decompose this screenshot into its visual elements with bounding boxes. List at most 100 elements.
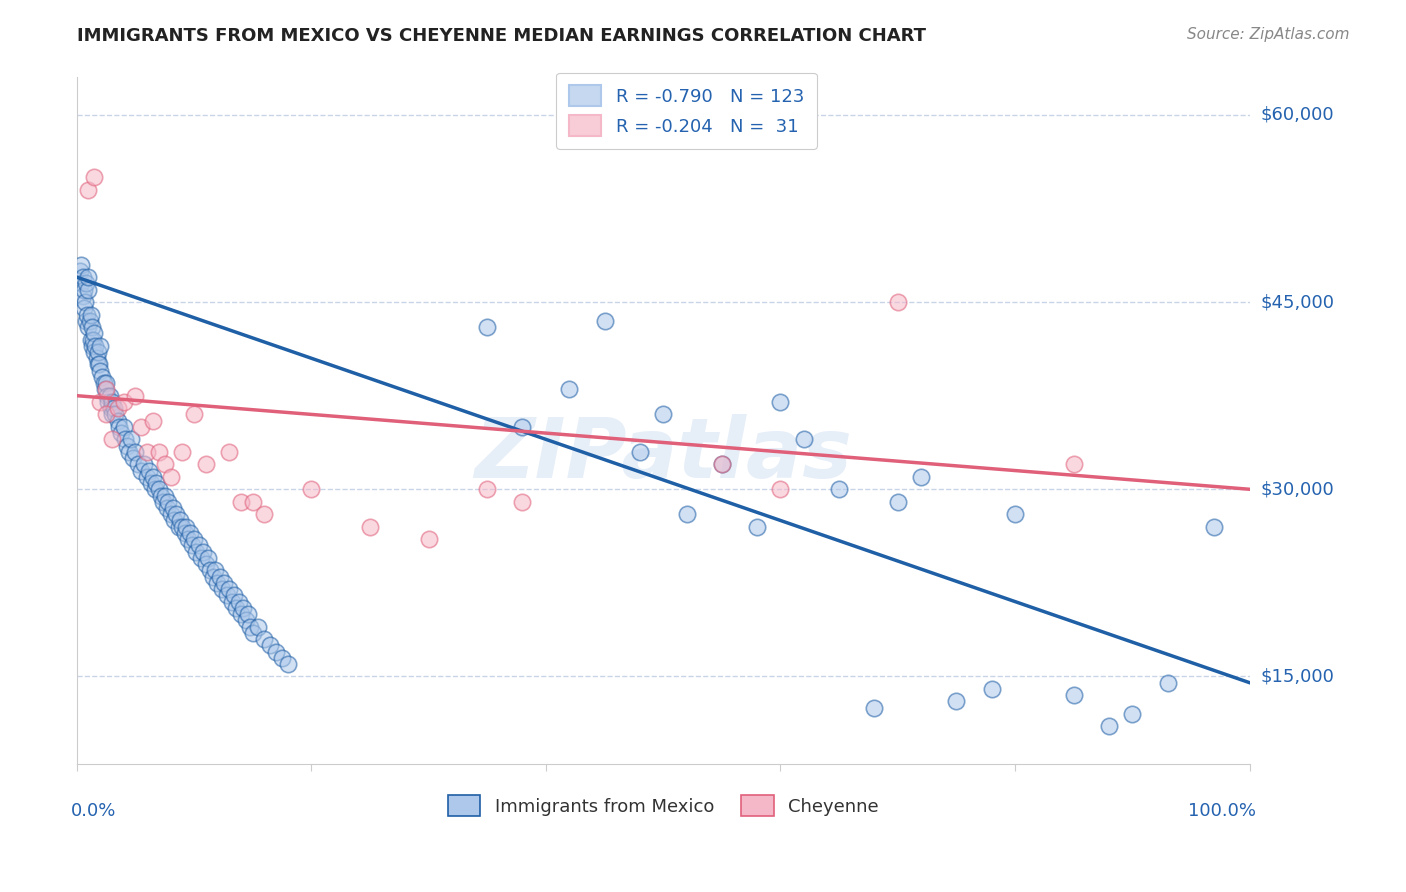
Point — [136, 470, 159, 484]
Point — [107, 401, 129, 416]
Point — [173, 525, 195, 540]
Point — [139, 476, 162, 491]
Point — [87, 345, 110, 359]
Point — [108, 420, 131, 434]
Point — [148, 445, 170, 459]
Point — [1098, 719, 1121, 733]
Point — [136, 445, 159, 459]
Point — [94, 383, 117, 397]
Point — [945, 694, 967, 708]
Point — [172, 519, 194, 533]
Point — [89, 364, 111, 378]
Point — [235, 613, 257, 627]
Point — [127, 458, 149, 472]
Point — [221, 594, 243, 608]
Point — [1004, 507, 1026, 521]
Point — [477, 320, 499, 334]
Point — [1063, 458, 1085, 472]
Point — [299, 483, 322, 497]
Point — [218, 582, 240, 596]
Point — [208, 569, 231, 583]
Point — [153, 458, 176, 472]
Point — [887, 494, 910, 508]
Text: IMMIGRANTS FROM MEXICO VS CHEYENNE MEDIAN EARNINGS CORRELATION CHART: IMMIGRANTS FROM MEXICO VS CHEYENNE MEDIA… — [77, 27, 927, 45]
Point — [652, 408, 675, 422]
Point — [165, 507, 187, 521]
Point — [83, 170, 105, 185]
Point — [83, 326, 105, 341]
Point — [242, 494, 264, 508]
Point — [277, 657, 299, 671]
Point — [225, 600, 247, 615]
Point — [77, 320, 100, 334]
Point — [264, 644, 287, 658]
Point — [72, 270, 94, 285]
Point — [183, 532, 205, 546]
Point — [418, 532, 440, 546]
Point — [76, 308, 98, 322]
Point — [163, 513, 186, 527]
Point — [675, 507, 697, 521]
Point — [193, 544, 215, 558]
Point — [214, 575, 236, 590]
Point — [77, 183, 100, 197]
Point — [156, 500, 179, 515]
Point — [828, 483, 851, 497]
Point — [138, 464, 160, 478]
Point — [863, 700, 886, 714]
Point — [180, 538, 202, 552]
Point — [89, 395, 111, 409]
Point — [359, 519, 381, 533]
Text: Source: ZipAtlas.com: Source: ZipAtlas.com — [1187, 27, 1350, 42]
Point — [769, 483, 792, 497]
Point — [200, 563, 222, 577]
Point — [98, 389, 121, 403]
Point — [129, 464, 152, 478]
Point — [769, 395, 792, 409]
Point — [75, 314, 97, 328]
Point — [69, 264, 91, 278]
Point — [73, 301, 96, 316]
Point — [72, 289, 94, 303]
Point — [73, 295, 96, 310]
Point — [512, 494, 534, 508]
Point — [115, 439, 138, 453]
Legend: Immigrants from Mexico, Cheyenne: Immigrants from Mexico, Cheyenne — [440, 789, 886, 823]
Point — [910, 470, 932, 484]
Point — [80, 320, 103, 334]
Point — [247, 619, 270, 633]
Point — [142, 470, 165, 484]
Point — [124, 445, 146, 459]
Point — [94, 408, 117, 422]
Point — [1156, 675, 1178, 690]
Point — [1063, 688, 1085, 702]
Point — [793, 433, 815, 447]
Point — [259, 638, 281, 652]
Point — [70, 277, 93, 291]
Point — [159, 507, 181, 521]
Text: 100.0%: 100.0% — [1188, 802, 1256, 820]
Point — [477, 483, 499, 497]
Point — [157, 494, 180, 508]
Point — [745, 519, 768, 533]
Point — [101, 408, 124, 422]
Point — [232, 600, 254, 615]
Point — [118, 445, 141, 459]
Point — [197, 550, 219, 565]
Point — [148, 483, 170, 497]
Point — [94, 376, 117, 391]
Point — [1204, 519, 1226, 533]
Point — [73, 283, 96, 297]
Point — [101, 433, 124, 447]
Point — [207, 575, 229, 590]
Text: $30,000: $30,000 — [1261, 480, 1334, 499]
Point — [129, 420, 152, 434]
Point — [211, 582, 233, 596]
Point — [242, 625, 264, 640]
Point — [100, 401, 122, 416]
Point — [271, 650, 294, 665]
Point — [152, 494, 174, 508]
Point — [183, 408, 205, 422]
Point — [143, 483, 166, 497]
Point — [162, 500, 184, 515]
